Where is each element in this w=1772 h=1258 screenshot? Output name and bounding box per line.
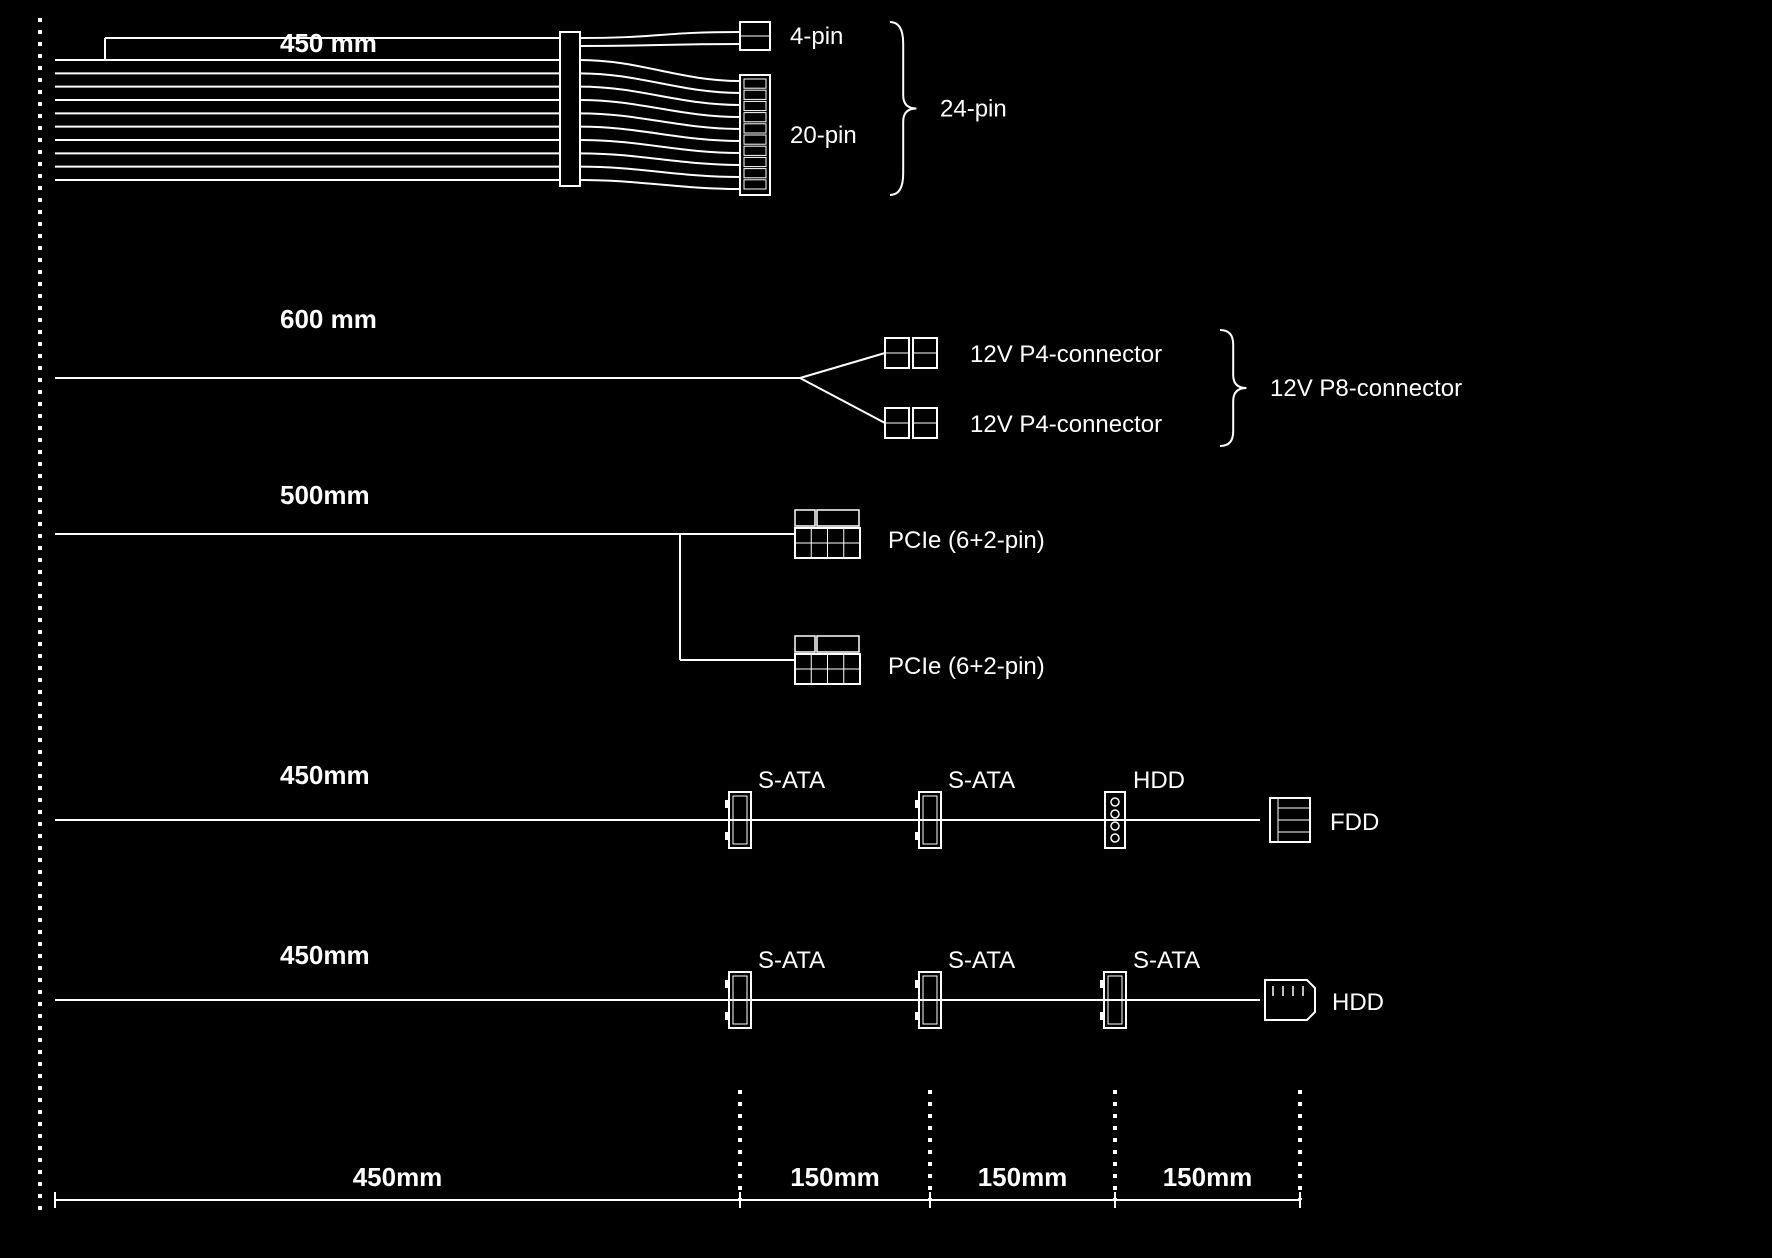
- connector-20pin-slot: [744, 101, 766, 110]
- label-24pin: 24-pin: [940, 96, 1007, 123]
- label-20pin: 20-pin: [790, 122, 857, 149]
- connector-20pin-slot: [744, 157, 766, 166]
- label-sata: S-ATA: [948, 947, 1015, 974]
- cable1-ferrite: [560, 32, 580, 186]
- label-4pin: 4-pin: [790, 23, 843, 50]
- connector-20pin-slot: [744, 146, 766, 155]
- connector-pcie-top: [817, 636, 859, 652]
- connector-pcie-2pin: [795, 510, 815, 526]
- connector-20pin-slot: [744, 113, 766, 122]
- label-sata: S-ATA: [758, 767, 825, 794]
- cable5-length-label: 450mm: [280, 940, 370, 970]
- molex-pin: [1111, 822, 1119, 830]
- connector-pcie-2pin: [795, 636, 815, 652]
- connector-20pin-slot: [744, 124, 766, 133]
- cable1-4pin-fan: [580, 32, 740, 38]
- connector-pcie-top: [817, 510, 859, 526]
- cable2-length-label: 600 mm: [280, 304, 377, 334]
- cable2-branch: [800, 378, 885, 423]
- ruler-seg-label-1: 150mm: [790, 1162, 880, 1192]
- ruler-seg-label-3: 150mm: [1163, 1162, 1253, 1192]
- cable1-fan-wire: [580, 140, 740, 153]
- label-hdd: HDD: [1332, 989, 1384, 1016]
- cable1-fan-wire: [580, 153, 740, 165]
- label-fdd: FDD: [1330, 809, 1379, 836]
- label-sata: S-ATA: [948, 767, 1015, 794]
- cable1-fan-wire: [580, 87, 740, 105]
- label-pcie-1: PCIe (6+2-pin): [888, 653, 1045, 680]
- label-p8: 12V P8-connector: [1270, 375, 1462, 402]
- molex-pin: [1111, 810, 1119, 818]
- connector-20pin-slot: [744, 79, 766, 88]
- cable2-branch: [800, 353, 885, 378]
- label-hdd: HDD: [1133, 767, 1185, 794]
- cable3-length-label: 500mm: [280, 480, 370, 510]
- cable1-fan-wire: [580, 167, 740, 177]
- ruler-seg-label-0: 450mm: [353, 1162, 443, 1192]
- connector-20pin-slot: [744, 135, 766, 144]
- label-p4-1: 12V P4-connector: [970, 411, 1162, 438]
- label-sata: S-ATA: [758, 947, 825, 974]
- label-sata: S-ATA: [1133, 947, 1200, 974]
- ruler-seg-label-2: 150mm: [978, 1162, 1068, 1192]
- connector-20pin-slot: [744, 90, 766, 99]
- cable1-4pin-fan: [580, 44, 740, 46]
- connector-20pin-slot: [744, 169, 766, 178]
- cable4-length-label: 450mm: [280, 760, 370, 790]
- molex-pin: [1111, 834, 1119, 842]
- label-p4-0: 12V P4-connector: [970, 341, 1162, 368]
- cable1-fan-wire: [580, 60, 740, 81]
- molex-pin: [1111, 798, 1119, 806]
- label-pcie-0: PCIe (6+2-pin): [888, 527, 1045, 554]
- cable1-fan-wire: [580, 73, 740, 93]
- cable1-fan-wire: [580, 180, 740, 189]
- connector-20pin-slot: [744, 180, 766, 189]
- cable1-length-label: 450 mm: [280, 28, 377, 58]
